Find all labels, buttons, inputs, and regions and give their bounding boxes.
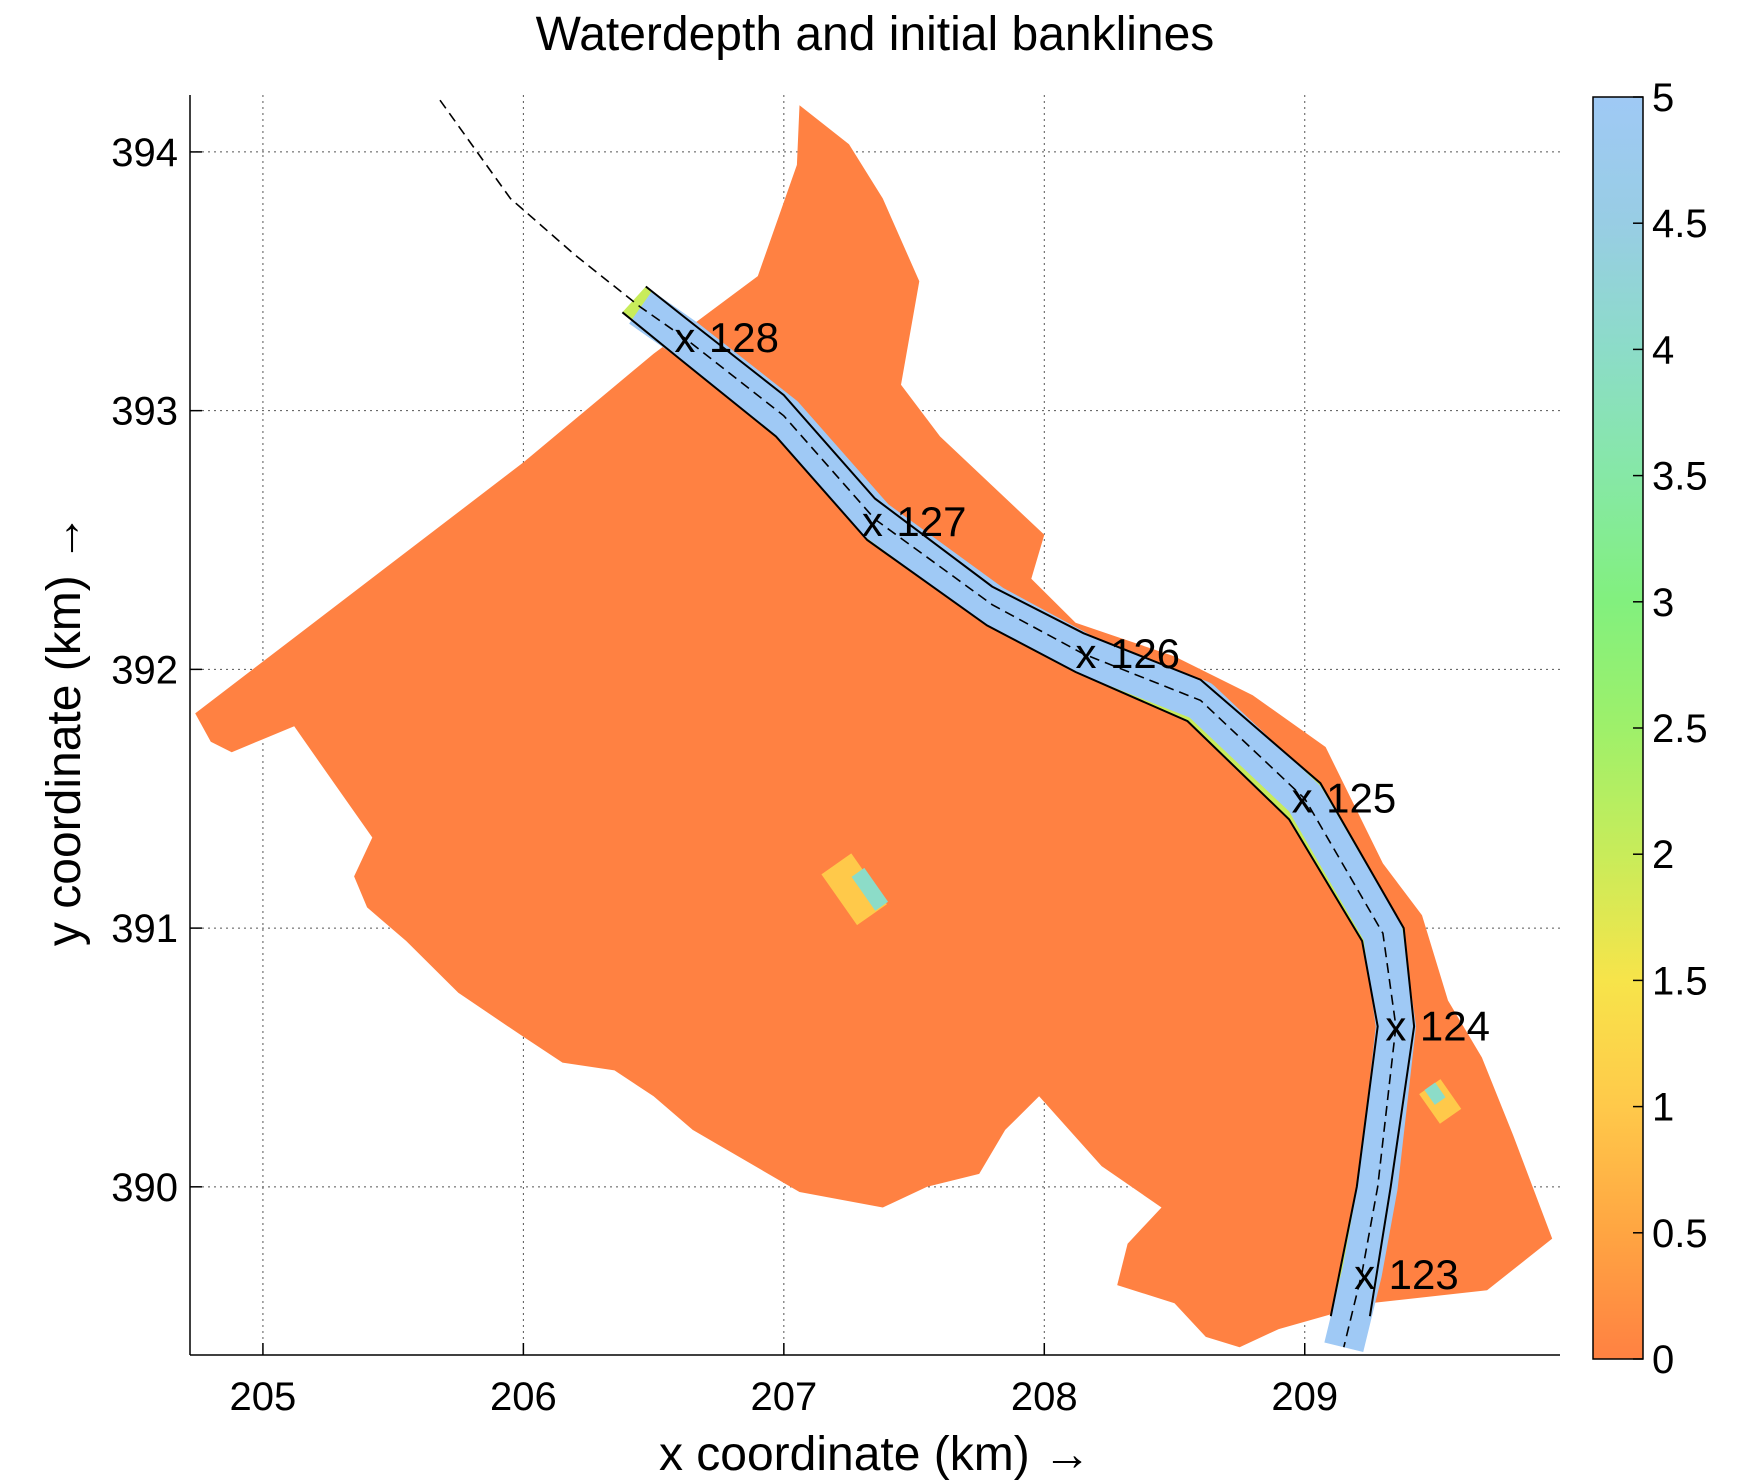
colorbar-tick-label: 4.5 [1652,202,1708,246]
x-tick-label: 207 [750,1375,817,1419]
river-km-marker: x 124 [1385,1002,1490,1049]
y-tick-labels: 390 391 392 393 394 [111,131,178,1210]
colorbar-tick-label: 1.5 [1652,959,1708,1003]
marker-symbol: x [1292,775,1313,822]
colorbar-tick-label: 3.5 [1652,455,1708,499]
shallow-water-patch [821,853,887,926]
river-centerline [439,99,1397,1348]
river-km-marker: x 128 [674,314,779,361]
x-axis-label: x coordinate (km) → [659,1428,1091,1481]
x-tick-label: 208 [1011,1375,1078,1419]
marker-symbol: x [862,498,883,545]
marker-symbol: x [1075,630,1096,677]
map-data [195,99,1553,1352]
y-tick-label: 392 [111,648,178,692]
shallow-water-patch [1424,1082,1446,1105]
colorbar-tick-label: 4 [1652,328,1674,372]
river-km-marker: x 126 [1075,630,1180,677]
floodplain-area [195,105,1553,1348]
x-tick-labels: 205 206 207 208 209 [230,1375,1339,1419]
colorbar-tick-label: 2 [1652,833,1674,877]
river-km-marker: x 123 [1354,1251,1459,1298]
left-bankline [645,285,1416,1317]
y-tick-label: 391 [111,907,178,951]
y-tick-label: 390 [111,1166,178,1210]
colorbar-tick-label: 1 [1652,1086,1674,1130]
marker-label: 127 [896,498,966,545]
marker-label: 125 [1326,775,1396,822]
right-bankline [621,311,1379,1317]
plot-area: 205 206 207 208 209 390 391 392 393 394 x 128 x 127… [111,95,1560,1419]
x-tick-label: 209 [1271,1375,1338,1419]
marker-symbol: x [674,314,695,361]
y-tick-label: 393 [111,390,178,434]
y-axis-label: y coordinate (km) → [38,514,91,946]
colorbar-tick-label: 3 [1652,581,1674,625]
river-km-markers: x 128 x 127 x 126 x 125 x 124 x 123 [674,314,1490,1298]
colorbar-tick-label: 2.5 [1652,707,1708,751]
river-km-marker: x 125 [1292,775,1397,822]
y-tick-label: 394 [111,131,178,175]
marker-label: 126 [1110,630,1180,677]
shallow-water-patch [851,867,889,911]
marker-symbol: x [1385,1002,1406,1049]
colorbar: 0 0.5 1 1.5 2 2.5 3 3.5 4 4.5 5 [1592,76,1708,1382]
colorbar-tick-label: 5 [1652,76,1674,120]
marker-label: 128 [709,314,779,361]
colorbar-tick-label: 0 [1652,1338,1674,1382]
x-tick-label: 205 [230,1375,297,1419]
river-km-marker: x 127 [862,498,967,545]
marker-label: 124 [1420,1002,1490,1049]
colorbar-tick-label: 0.5 [1652,1212,1708,1256]
marker-symbol: x [1354,1251,1375,1298]
x-tick-label: 206 [490,1375,557,1419]
marker-label: 123 [1389,1251,1459,1298]
colorbar-tick-labels: 0 0.5 1 1.5 2 2.5 3 3.5 4 4.5 5 [1633,76,1708,1382]
chart-title: Waterdepth and initial banklines [536,8,1215,61]
